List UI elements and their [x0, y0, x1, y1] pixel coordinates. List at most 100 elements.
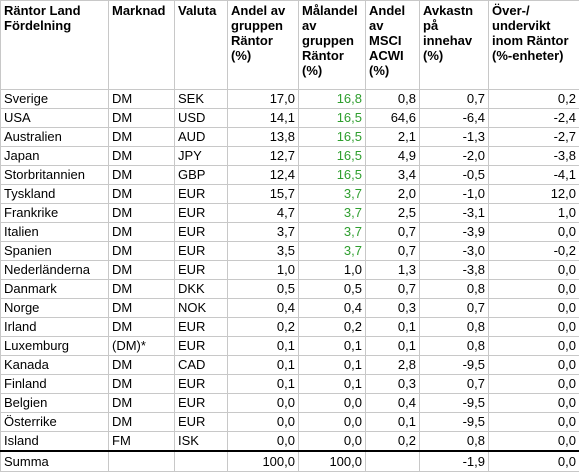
cell-msci: 2,8: [366, 356, 420, 375]
cell-malandel: 0,4: [299, 299, 366, 318]
cell-andel: 3,5: [228, 242, 299, 261]
cell-msci: 0,7: [366, 223, 420, 242]
cell-msci: 0,4: [366, 394, 420, 413]
cell-msci: 0,2: [366, 432, 420, 452]
cell-malandel: 3,7: [299, 242, 366, 261]
summa-row: Summa 100,0 100,0 -1,9 0,0: [1, 451, 579, 472]
cell-marknad: DM: [109, 375, 175, 394]
cell-avkastning: 0,7: [420, 90, 489, 109]
cell-marknad: DM: [109, 128, 175, 147]
cell-land: Island: [1, 432, 109, 452]
summa-label: Summa: [1, 451, 109, 472]
cell-over-undervikt: -4,1: [489, 166, 579, 185]
cell-marknad: DM: [109, 147, 175, 166]
cell-over-undervikt: 0,0: [489, 356, 579, 375]
cell-malandel: 3,7: [299, 185, 366, 204]
header-land: Räntor Land Fördelning: [1, 1, 109, 90]
cell-andel: 0,1: [228, 356, 299, 375]
cell-andel: 13,8: [228, 128, 299, 147]
cell-marknad: DM: [109, 356, 175, 375]
cell-valuta: EUR: [175, 185, 228, 204]
cell-andel: 0,1: [228, 375, 299, 394]
summa-andel: 100,0: [228, 451, 299, 472]
cell-valuta: EUR: [175, 223, 228, 242]
cell-over-undervikt: 0,0: [489, 299, 579, 318]
cell-over-undervikt: 0,0: [489, 432, 579, 452]
cell-valuta: EUR: [175, 204, 228, 223]
cell-malandel: 16,5: [299, 109, 366, 128]
cell-malandel: 3,7: [299, 204, 366, 223]
cell-land: USA: [1, 109, 109, 128]
cell-andel: 0,4: [228, 299, 299, 318]
cell-andel: 0,2: [228, 318, 299, 337]
cell-land: Luxemburg: [1, 337, 109, 356]
cell-msci: 0,1: [366, 337, 420, 356]
summa-malandel: 100,0: [299, 451, 366, 472]
cell-malandel: 0,1: [299, 337, 366, 356]
cell-marknad: FM: [109, 432, 175, 452]
cell-marknad: DM: [109, 223, 175, 242]
cell-avkastning: -6,4: [420, 109, 489, 128]
cell-marknad: DM: [109, 299, 175, 318]
cell-andel: 14,1: [228, 109, 299, 128]
cell-valuta: EUR: [175, 394, 228, 413]
cell-over-undervikt: 0,0: [489, 413, 579, 432]
cell-avkastning: -0,5: [420, 166, 489, 185]
header-avkastning: Avkastn på innehav (%): [420, 1, 489, 90]
cell-avkastning: 0,7: [420, 299, 489, 318]
cell-andel: 0,1: [228, 337, 299, 356]
cell-land: Danmark: [1, 280, 109, 299]
cell-land: Spanien: [1, 242, 109, 261]
cell-land: Finland: [1, 375, 109, 394]
cell-avkastning: 0,8: [420, 280, 489, 299]
cell-avkastning: -3,9: [420, 223, 489, 242]
cell-valuta: EUR: [175, 261, 228, 280]
cell-over-undervikt: 0,0: [489, 223, 579, 242]
cell-avkastning: 0,8: [420, 318, 489, 337]
cell-malandel: 3,7: [299, 223, 366, 242]
cell-over-undervikt: 0,0: [489, 337, 579, 356]
cell-malandel: 16,8: [299, 90, 366, 109]
cell-msci: 0,3: [366, 299, 420, 318]
cell-land: Italien: [1, 223, 109, 242]
cell-over-undervikt: -3,8: [489, 147, 579, 166]
cell-valuta: SEK: [175, 90, 228, 109]
cell-malandel: 16,5: [299, 147, 366, 166]
cell-andel: 12,7: [228, 147, 299, 166]
cell-msci: 0,3: [366, 375, 420, 394]
cell-marknad: DM: [109, 242, 175, 261]
cell-over-undervikt: 1,0: [489, 204, 579, 223]
header-row: Räntor Land Fördelning Marknad Valuta An…: [1, 1, 579, 90]
cell-marknad: DM: [109, 413, 175, 432]
cell-valuta: EUR: [175, 242, 228, 261]
cell-valuta: EUR: [175, 318, 228, 337]
header-malandel: Målandel av gruppen Räntor (%): [299, 1, 366, 90]
cell-malandel: 0,0: [299, 394, 366, 413]
cell-land: Australien: [1, 128, 109, 147]
cell-andel: 1,0: [228, 261, 299, 280]
cell-land: Kanada: [1, 356, 109, 375]
cell-marknad: DM: [109, 394, 175, 413]
cell-malandel: 16,5: [299, 166, 366, 185]
cell-land: Frankrike: [1, 204, 109, 223]
cell-over-undervikt: 0,0: [489, 394, 579, 413]
summa-marknad: [109, 451, 175, 472]
cell-over-undervikt: 12,0: [489, 185, 579, 204]
cell-msci: 2,5: [366, 204, 420, 223]
cell-marknad: DM: [109, 261, 175, 280]
cell-valuta: EUR: [175, 413, 228, 432]
header-over-undervikt: Över-/ undervikt inom Räntor (%-enheter): [489, 1, 579, 90]
cell-land: Österrike: [1, 413, 109, 432]
cell-msci: 2,0: [366, 185, 420, 204]
cell-marknad: DM: [109, 318, 175, 337]
cell-valuta: EUR: [175, 375, 228, 394]
